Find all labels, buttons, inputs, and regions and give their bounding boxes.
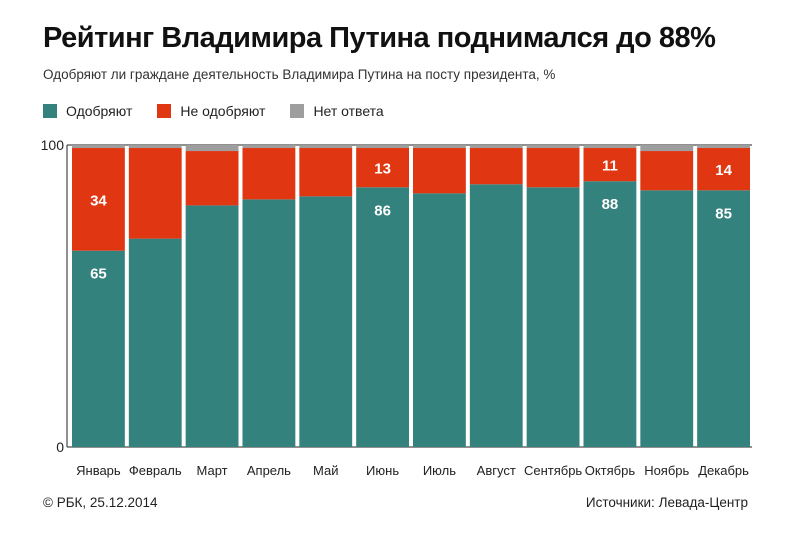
legend-item-approve: Одобряют — [43, 103, 132, 119]
data-label: 88 — [602, 196, 619, 213]
bar-segment — [526, 148, 580, 188]
source: Источники: Левада-Центр — [586, 495, 748, 510]
data-label: 13 — [374, 161, 391, 178]
bar-segment — [299, 196, 353, 447]
bar-segment — [697, 148, 750, 191]
bar-segment — [242, 145, 296, 149]
legend: Одобряют Не одобряют Нет ответа — [43, 103, 409, 119]
bar-segment — [356, 145, 409, 149]
chart-title: Рейтинг Владимира Путина поднимался до 8… — [43, 22, 716, 54]
data-label: 85 — [715, 205, 732, 222]
y-tick-label: 0 — [56, 439, 64, 455]
source-label: Источники: — [585, 495, 655, 510]
bar-segment — [469, 148, 523, 185]
legend-item-no-answer: Нет ответа — [290, 103, 384, 119]
bar-segment — [413, 193, 466, 447]
bar-segment — [469, 184, 523, 447]
bar-segment — [242, 199, 296, 447]
legend-item-disapprove: Не одобряют — [157, 103, 265, 119]
x-tick-label: Ноябрь — [644, 463, 689, 478]
bar-segment — [185, 205, 239, 447]
bar-segment — [356, 148, 409, 188]
bar-segment — [583, 148, 637, 182]
bar-segment — [128, 148, 182, 239]
source-value: Левада-Центр — [658, 495, 748, 510]
data-label: 11 — [602, 158, 618, 175]
x-tick-label: Июнь — [366, 463, 399, 478]
bar-segment — [583, 181, 637, 448]
bar-segment — [526, 145, 580, 149]
legend-swatch-approve — [43, 104, 57, 118]
bar-segment — [583, 145, 637, 149]
bar-segment — [185, 145, 239, 152]
bar-segment — [128, 238, 182, 447]
data-label: 65 — [90, 266, 107, 283]
bar-segment — [640, 145, 694, 152]
x-tick-label: Сентябрь — [524, 463, 582, 478]
bar-segment — [185, 151, 239, 206]
bar-segment — [640, 151, 694, 191]
x-tick-label: Октябрь — [585, 463, 636, 478]
legend-label-approve: Одобряют — [66, 103, 133, 119]
x-tick-label: Декабрь — [698, 463, 749, 478]
legend-swatch-no-answer — [290, 104, 305, 118]
copyright: © РБК, 25.12.2014 — [43, 495, 158, 510]
bar-segment — [242, 148, 296, 200]
x-tick-label: Июль — [423, 463, 456, 478]
bar-segment — [413, 148, 466, 194]
bar-segment — [469, 145, 523, 149]
data-label: 14 — [715, 162, 732, 179]
chart-subtitle: Одобряют ли граждане деятельность Владим… — [43, 67, 556, 82]
bar-segment — [128, 145, 182, 149]
bar-segment — [356, 187, 409, 447]
x-tick-label: Август — [477, 463, 516, 478]
bar-segment — [697, 190, 750, 448]
bar-segment — [72, 145, 125, 149]
x-tick-label: Февраль — [129, 463, 182, 478]
x-tick-label: Апрель — [247, 463, 291, 478]
x-tick-label: Январь — [76, 463, 121, 478]
bar-segment — [697, 145, 750, 149]
bar-segment — [640, 190, 694, 448]
x-tick-label: Май — [313, 463, 338, 478]
bar-segment — [413, 145, 466, 149]
legend-label-no-answer: Нет ответа — [313, 103, 384, 119]
legend-label-disapprove: Не одобряют — [180, 103, 266, 119]
bar-segment — [299, 145, 353, 149]
data-label: 86 — [374, 202, 391, 219]
bar-segment — [72, 250, 125, 447]
y-tick-label: 100 — [41, 137, 65, 153]
bar-segment — [526, 187, 580, 447]
bar-segment — [299, 148, 353, 197]
x-tick-label: Март — [197, 463, 228, 478]
data-label: 34 — [90, 192, 107, 209]
bar-segment — [72, 148, 125, 251]
legend-swatch-disapprove — [157, 104, 172, 118]
